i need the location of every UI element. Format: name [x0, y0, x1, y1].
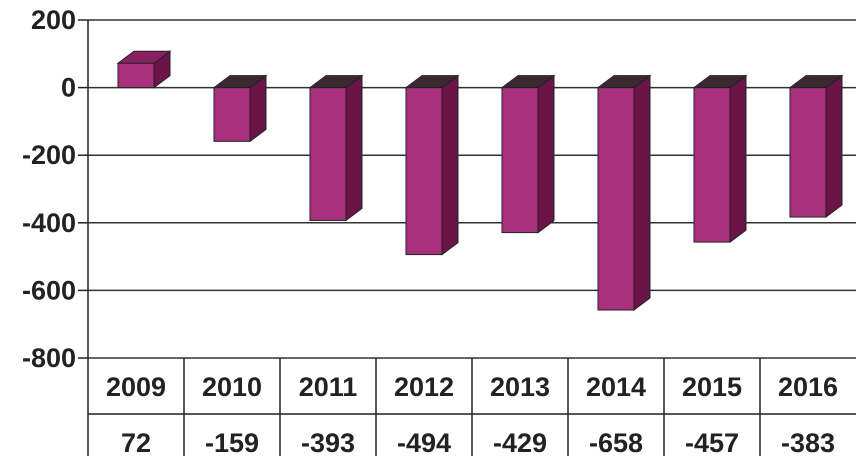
data-label-2009: 72	[121, 428, 151, 456]
y-tick-label: -400	[22, 208, 76, 238]
category-label-2013: 2013	[490, 372, 550, 402]
category-label-2010: 2010	[202, 372, 262, 402]
category-label-2011: 2011	[299, 372, 358, 402]
data-label-2012: -494	[397, 428, 451, 456]
y-tick-label: 200	[31, 5, 76, 35]
bar-side-2015	[729, 74, 747, 244]
bar-2012	[405, 87, 443, 256]
bar-2009	[117, 62, 155, 89]
category-label-2015: 2015	[682, 372, 742, 402]
data-label-2013: -429	[493, 428, 547, 456]
category-label-2014: 2014	[586, 372, 646, 402]
bar-2014	[597, 87, 635, 311]
data-label-2015: -457	[685, 428, 739, 456]
y-tick-label: 0	[61, 73, 76, 103]
bar-side-2013	[537, 74, 555, 234]
bar-side-2012	[441, 74, 459, 256]
bar-2015	[693, 87, 731, 243]
bar-side-2014	[633, 74, 651, 312]
y-axis: 200 0 -200 -400 -600 -800	[22, 5, 89, 456]
bar-side-2011	[345, 74, 363, 222]
bar-2013	[501, 87, 539, 234]
bar-2011	[309, 87, 347, 221]
category-label-2009: 2009	[106, 372, 166, 402]
data-label-2016: -383	[781, 428, 835, 456]
y-tick-label: -800	[22, 343, 76, 373]
category-label-2012: 2012	[394, 372, 454, 402]
bar-2010	[213, 87, 251, 142]
y-tick-label: -600	[22, 275, 76, 305]
data-label-2011: -393	[301, 428, 355, 456]
bars	[116, 50, 844, 312]
category-label-2016: 2016	[778, 372, 838, 402]
y-tick-label: -200	[22, 140, 76, 170]
data-label-2014: -658	[589, 428, 643, 456]
bar-2016	[789, 87, 827, 218]
bar-side-2016	[825, 74, 843, 219]
data-label-2010: -159	[205, 428, 259, 456]
data-table: 2009 2010 2011 2012 2013 2014 2015 2016 72 -159 -3…	[88, 358, 856, 456]
